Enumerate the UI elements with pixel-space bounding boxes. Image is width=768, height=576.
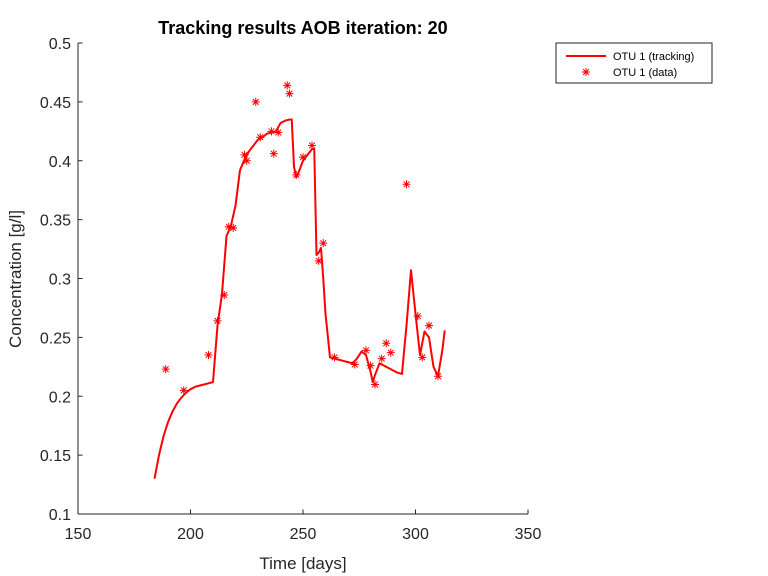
legend-box bbox=[555, 42, 713, 84]
data-point-marker bbox=[330, 353, 339, 362]
chart-title: Tracking results AOB iteration: 20 bbox=[158, 18, 447, 38]
legend-entry-data: OTU 1 (data) bbox=[613, 67, 677, 79]
data-point-marker bbox=[256, 133, 265, 142]
data-point-marker bbox=[308, 141, 316, 150]
data-point-marker bbox=[402, 180, 411, 189]
x-tick-label: 200 bbox=[177, 526, 204, 543]
data-point-marker bbox=[161, 365, 170, 374]
data-point-marker bbox=[242, 156, 251, 165]
data-point-marker bbox=[229, 223, 238, 232]
data-point-marker bbox=[204, 351, 213, 360]
legend-marker-sample bbox=[582, 68, 590, 76]
x-tick-label: 250 bbox=[290, 526, 317, 543]
data-point-marker bbox=[377, 354, 386, 363]
legend-star-marker bbox=[582, 68, 590, 76]
data-point-marker bbox=[292, 170, 301, 179]
legend: OTU 1 (tracking) OTU 1 (data) bbox=[555, 42, 713, 84]
data-point-marker bbox=[425, 321, 433, 330]
y-tick-label: 0.35 bbox=[40, 213, 71, 230]
data-point-marker bbox=[319, 239, 328, 248]
data-point-marker bbox=[269, 149, 278, 158]
data-point-marker bbox=[413, 312, 422, 321]
data-point-marker bbox=[350, 360, 359, 369]
data-point-marker bbox=[224, 222, 233, 231]
data-point-marker bbox=[299, 153, 307, 162]
y-tick-label: 0.4 bbox=[49, 154, 71, 171]
data-point-marker bbox=[382, 339, 391, 348]
x-axis-label: Time [days] bbox=[259, 554, 346, 573]
data-point-marker bbox=[434, 372, 442, 381]
y-tick-label: 0.3 bbox=[49, 272, 71, 289]
data-point-marker bbox=[213, 316, 222, 325]
y-tick-label: 0.2 bbox=[49, 389, 71, 406]
y-tick-label: 0.15 bbox=[40, 448, 71, 465]
data-point-marker bbox=[418, 353, 427, 362]
data-point-marker bbox=[251, 97, 260, 106]
data-point-marker bbox=[267, 127, 276, 136]
data-point-marker bbox=[220, 290, 229, 299]
data-point-marker bbox=[362, 346, 370, 355]
y-axis-label: Concentration [g/l] bbox=[6, 210, 25, 348]
plot-area: 150 200 250 300 350 0.1 0.15 0.2 0.25 0.3 0.35 0.4 0… bbox=[40, 36, 542, 543]
data-point-marker bbox=[386, 348, 395, 357]
data-point-marker bbox=[314, 256, 323, 265]
y-tick-label: 0.45 bbox=[40, 95, 71, 112]
data-point-marker bbox=[371, 380, 379, 389]
x-tick-label: 350 bbox=[515, 526, 542, 543]
y-tick-label: 0.1 bbox=[49, 507, 71, 524]
x-tick-label: 150 bbox=[65, 526, 92, 543]
data-point-marker bbox=[366, 361, 375, 370]
data-point-marker bbox=[240, 150, 249, 159]
series-tracking-line bbox=[153, 118, 446, 479]
data-point-marker bbox=[274, 128, 283, 137]
data-point-marker bbox=[285, 89, 294, 98]
y-tick-label: 0.5 bbox=[49, 36, 71, 53]
y-tick-label: 0.25 bbox=[40, 330, 71, 347]
data-point-marker bbox=[283, 81, 292, 90]
data-point-marker bbox=[179, 386, 188, 395]
legend-entry-tracking: OTU 1 (tracking) bbox=[613, 51, 694, 63]
x-tick-label: 300 bbox=[402, 526, 429, 543]
